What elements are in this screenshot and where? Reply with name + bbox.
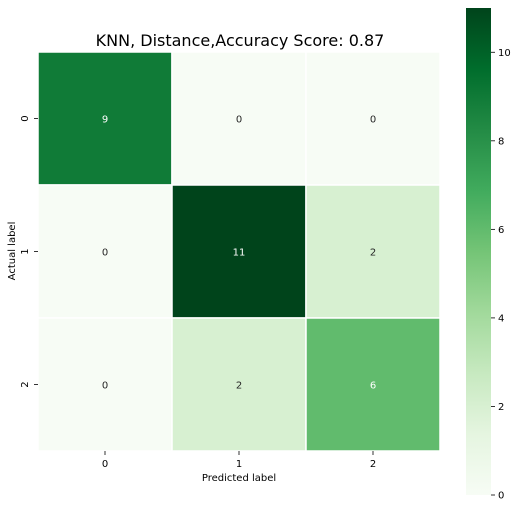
cell-value-label: 11 — [233, 248, 246, 259]
y-tick-label: 0 — [20, 115, 31, 121]
x-tick-label: 1 — [236, 459, 242, 470]
cell-value-label: 0 — [102, 381, 108, 392]
x-tick-label: 2 — [370, 459, 376, 470]
heatmap-cell — [171, 184, 307, 319]
heatmap-cell — [305, 184, 441, 319]
colorbar-tick-label: 2 — [498, 402, 504, 413]
x-tick-label: 0 — [102, 459, 108, 470]
colorbar — [466, 8, 491, 495]
y-axis-label: Actual label — [7, 222, 18, 281]
heatmap-cell — [171, 51, 307, 186]
chart-title: KNN, Distance,Accuracy Score: 0.87 — [96, 31, 385, 50]
heatmap-cells: 9 0 0 0 11 2 0 2 6 — [37, 51, 441, 452]
heatmap-cell — [37, 184, 173, 319]
heatmap-cell — [305, 51, 441, 186]
cell-value-label: 0 — [102, 248, 108, 259]
cell-value-label: 2 — [370, 248, 376, 259]
cell-value-label: 6 — [370, 381, 376, 392]
cell-value-label: 2 — [236, 381, 242, 392]
y-tick-label: 2 — [20, 381, 31, 387]
colorbar-tick-label: 0 — [498, 491, 504, 502]
y-tick-labels: 0 1 2 — [20, 115, 38, 388]
cell-value-label: 0 — [236, 115, 242, 126]
cell-value-label: 9 — [102, 115, 108, 126]
colorbar-tick-label: 4 — [498, 313, 504, 324]
y-tick-label: 1 — [20, 248, 31, 254]
x-tick-labels: 0 1 2 — [102, 451, 376, 470]
colorbar-ticks: 0 2 4 6 8 10 — [491, 48, 511, 502]
colorbar-tick-label: 6 — [498, 225, 504, 236]
x-axis-label: Predicted label — [202, 473, 276, 484]
cell-value-label: 0 — [370, 115, 376, 126]
heatmap-cell — [37, 51, 173, 186]
heatmap-cell — [171, 317, 307, 452]
colorbar-tick-label: 10 — [498, 48, 511, 59]
colorbar-tick-label: 8 — [498, 136, 504, 147]
